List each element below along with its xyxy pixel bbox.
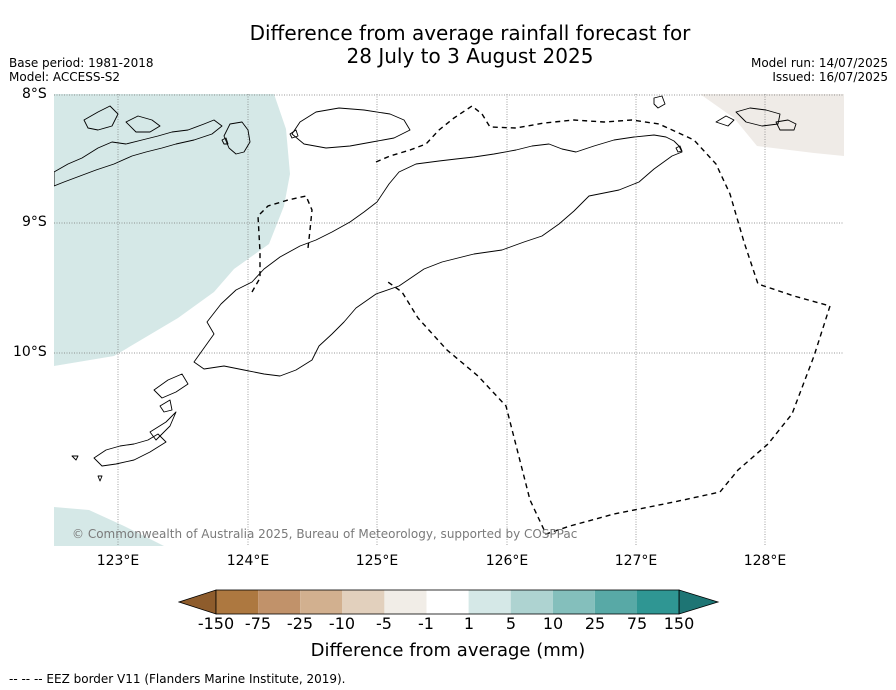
- small-island-1: [289, 129, 299, 139]
- wetar-island-coastline: [715, 115, 735, 127]
- copyright-notice: © Commonwealth of Australia 2025, Bureau…: [72, 527, 577, 541]
- model-run-label: Model run: 14/07/2025: [750, 56, 888, 70]
- colorbar: [178, 589, 720, 615]
- colorbar-label-neg25: -25: [286, 614, 314, 633]
- wet-anomaly-region-northwest: [54, 94, 290, 366]
- colorbar-swatch: [216, 590, 259, 614]
- rote-south-coastline: [159, 399, 173, 413]
- small-island-2: [221, 137, 229, 145]
- rote-island-coastline: [153, 373, 189, 399]
- colorbar-label-5: 5: [505, 614, 517, 633]
- lembata-north-coastline: [83, 105, 119, 131]
- colorbar-extend-low: [178, 589, 217, 615]
- lon-label-123e: 123°E: [96, 553, 140, 569]
- map-title-line-2: 28 July to 3 August 2025: [346, 44, 594, 68]
- savu-east-coastline: [149, 411, 177, 441]
- wetar-east-coastline: [735, 107, 781, 127]
- colorbar-swatch: [300, 590, 343, 614]
- lat-label-9s: 9°S: [22, 214, 47, 230]
- islet-west-1: [71, 455, 79, 461]
- lon-label-128e: 128°E: [743, 553, 787, 569]
- flores-lembata-coastline: [54, 119, 223, 187]
- islet-west-2: [97, 475, 103, 482]
- model-label: Model: ACCESS-S2: [9, 70, 121, 84]
- atauro-island-coastline: [653, 95, 666, 109]
- rainfall-map: © Commonwealth of Australia 2025, Bureau…: [54, 94, 844, 546]
- colorbar-swatch: [384, 590, 427, 614]
- coastlines: [54, 95, 797, 482]
- colorbar-label-neg150: -150: [197, 614, 235, 633]
- colorbar-label-10: 10: [542, 614, 564, 633]
- lon-label-126e: 126°E: [485, 553, 529, 569]
- colorbar-swatch: [510, 590, 553, 614]
- colorbar-swatch: [552, 590, 595, 614]
- colorbar-label-neg75: -75: [244, 614, 272, 633]
- timor-island-coastline: [193, 134, 683, 377]
- lon-label-125e: 125°E: [355, 553, 399, 569]
- eez-legend-note: -- -- -- EEZ border V11 (Flanders Marine…: [9, 672, 346, 686]
- colorbar-label-neg5: -5: [376, 614, 392, 633]
- wet-anomaly-region-southwest: [54, 507, 164, 546]
- colorbar-label-neg10: -10: [328, 614, 356, 633]
- sumba-east-coastline: [93, 433, 167, 467]
- colorbar-swatch: [594, 590, 637, 614]
- colorbar-label-neg1: -1: [418, 614, 434, 633]
- graticule: [54, 94, 844, 546]
- colorbar-swatch: [637, 590, 680, 614]
- colorbar-swatch: [426, 590, 469, 614]
- wetar-far-east-coastline: [775, 119, 797, 131]
- colorbar-swatch: [342, 590, 385, 614]
- colorbar-frame: [215, 589, 680, 615]
- adonara-island-coastline: [125, 115, 161, 133]
- colorbar-swatch: [258, 590, 301, 614]
- base-period-label: Base period: 1981-2018: [9, 56, 154, 70]
- colorbar-label-150: 150: [663, 614, 695, 633]
- lon-label-124e: 124°E: [226, 553, 270, 569]
- eez-border: [251, 105, 831, 535]
- lat-label-8s: 8°S: [22, 86, 47, 102]
- colorbar-title: Difference from average (mm): [310, 640, 586, 661]
- colorbar-label-75: 75: [626, 614, 648, 633]
- eez-border-oecusse: [251, 195, 313, 293]
- colorbar-label-25: 25: [584, 614, 606, 633]
- lat-label-10s: 10°S: [13, 344, 47, 360]
- pantar-island-coastline: [223, 121, 251, 155]
- eez-border-timor-leste: [375, 105, 831, 535]
- map-title-line-1: Difference from average rainfall forecas…: [249, 21, 691, 45]
- colorbar-extend-high: [678, 589, 720, 615]
- jaco-island-coastline: [675, 145, 683, 153]
- lon-label-127e: 127°E: [614, 553, 658, 569]
- issued-label: Issued: 16/07/2025: [772, 70, 888, 84]
- colorbar-swatch: [468, 590, 511, 614]
- colorbar-label-1: 1: [463, 614, 475, 633]
- alor-island-coastline: [291, 107, 411, 149]
